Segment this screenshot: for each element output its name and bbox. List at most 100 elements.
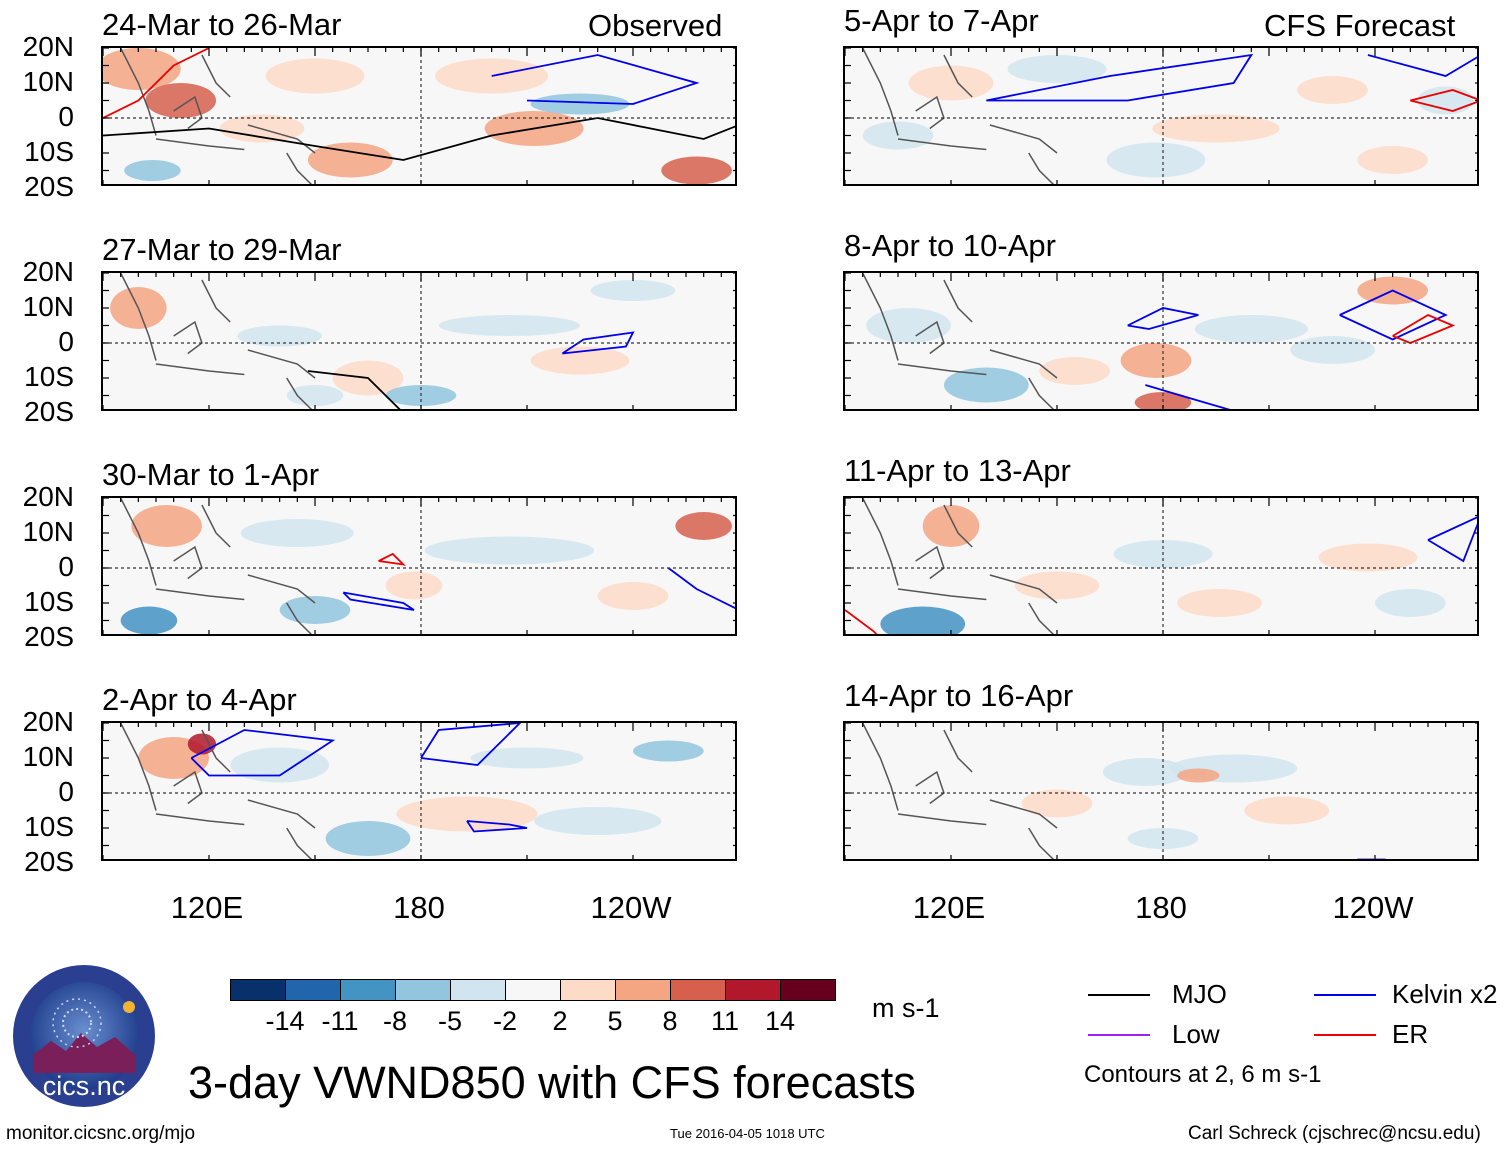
contour-line xyxy=(1339,289,1448,341)
coastline xyxy=(1028,827,1055,859)
anomaly-shade xyxy=(633,740,704,762)
contour-line xyxy=(466,820,528,833)
anomaly-shade xyxy=(131,505,202,547)
logo-text: cics.nc xyxy=(43,1071,126,1101)
contour-line xyxy=(1410,89,1477,112)
footer-author: Carl Schreck (cjschrec@ncsu.edu) xyxy=(1188,1123,1481,1144)
y-tick-label: 0 xyxy=(58,101,74,132)
legend-mjo-label: MJO xyxy=(1172,979,1227,1009)
contour-line xyxy=(561,331,635,355)
coastline xyxy=(1028,152,1055,184)
y-tick-label: 10N xyxy=(22,516,74,547)
colorbar-label: -8 xyxy=(382,1006,407,1036)
panel-plot xyxy=(845,498,1477,634)
panel-fc-4 xyxy=(843,721,1479,861)
legend-low-label: Low xyxy=(1172,1019,1220,1049)
contour-line xyxy=(307,370,401,409)
y-tick-label: 20N xyxy=(22,31,74,62)
coastline xyxy=(155,588,245,601)
coastline xyxy=(286,827,313,859)
anomaly-shade xyxy=(325,821,411,856)
anomaly-shade xyxy=(1021,789,1093,818)
coastline xyxy=(915,95,945,130)
x-tick-120w-right: 120W xyxy=(1332,890,1414,925)
panel-title-obs-2: 27-Mar to 29-Mar xyxy=(102,232,342,267)
contour-line xyxy=(1127,307,1199,330)
coastline xyxy=(247,124,316,154)
anomaly-shade xyxy=(438,315,580,336)
panel-title-obs-4: 2-Apr to 4-Apr xyxy=(102,682,297,717)
coastline xyxy=(173,770,203,805)
anomaly-shade xyxy=(530,346,630,375)
anomaly-shade xyxy=(279,596,351,624)
y-tick-label: 10N xyxy=(22,66,74,97)
footer-url[interactable]: monitor.cicsnc.org/mjo xyxy=(6,1123,196,1144)
contour-line xyxy=(420,723,522,766)
coastline xyxy=(1028,377,1055,409)
legend-kelvin-line xyxy=(1314,994,1376,996)
colorbar-unit: m s-1 xyxy=(872,993,940,1023)
anomaly-shade xyxy=(590,280,676,301)
y-tick-label: 0 xyxy=(58,776,74,807)
y-tick-label: 0 xyxy=(58,326,74,357)
panel-plot xyxy=(845,48,1477,184)
panel-fc-1 xyxy=(843,46,1479,186)
y-tick-label: 10N xyxy=(22,741,74,772)
coastline xyxy=(173,320,203,355)
y-tick-label: 20S xyxy=(24,846,74,877)
panel-obs-3 xyxy=(101,496,737,636)
observed-label: Observed xyxy=(588,8,723,43)
coastline xyxy=(119,498,157,586)
anomaly-shade xyxy=(1318,543,1418,572)
coastline xyxy=(897,138,987,151)
anomaly-shade xyxy=(124,160,181,181)
x-tick-120e-left: 120E xyxy=(170,890,244,925)
coastline xyxy=(119,273,157,361)
anomaly-shade xyxy=(470,747,584,769)
y-tick-label: 10S xyxy=(24,361,74,392)
anomaly-shade xyxy=(1194,315,1308,343)
coastline xyxy=(943,504,973,548)
coastline xyxy=(861,48,899,136)
anomaly-shade xyxy=(103,48,181,90)
coastline xyxy=(201,279,231,323)
anomaly-shade xyxy=(1102,758,1188,786)
main-title: 3-day VWND850 with CFS forecasts xyxy=(188,1057,916,1108)
anomaly-shade xyxy=(237,325,323,347)
coastline xyxy=(943,54,973,98)
colorbar-label: -11 xyxy=(321,1006,359,1036)
coastline xyxy=(286,152,313,184)
y-tick-label: 10S xyxy=(24,586,74,617)
anomaly-shade xyxy=(880,606,966,634)
panel-plot xyxy=(845,723,1477,859)
panel-obs-2 xyxy=(101,271,737,411)
coastline xyxy=(943,279,973,323)
coastline xyxy=(897,363,987,376)
y-tick-label: 10S xyxy=(24,811,74,842)
coastline xyxy=(247,799,316,829)
coastline xyxy=(201,729,231,773)
coastline xyxy=(155,138,245,151)
anomaly-shade xyxy=(385,571,443,600)
panel-title-obs-3: 30-Mar to 1-Apr xyxy=(102,457,320,492)
coastline xyxy=(861,498,899,586)
anomaly-shade xyxy=(1244,796,1330,825)
panel-title-fc-1: 5-Apr to 7-Apr xyxy=(844,3,1039,38)
x-tick-120w-left: 120W xyxy=(590,890,672,925)
cics-logo: cics.nc xyxy=(11,963,157,1109)
y-tick-label: 10S xyxy=(24,136,74,167)
footer-timestamp: Tue 2016-04-05 1018 UTC xyxy=(670,1126,825,1141)
anomaly-shade xyxy=(1375,589,1446,617)
coastline xyxy=(897,813,987,826)
anomaly-shade xyxy=(1007,55,1107,83)
anomaly-shade xyxy=(187,733,217,755)
anomaly-shade xyxy=(1417,86,1474,115)
colorbar-swatch xyxy=(780,979,836,1001)
legend-mjo-line xyxy=(1088,994,1150,996)
anomaly-shade xyxy=(265,58,365,94)
anomaly-shade xyxy=(530,93,630,115)
colorbar-swatch xyxy=(230,979,286,1001)
panel-plot xyxy=(103,723,735,859)
coastline xyxy=(989,124,1058,154)
panel-plot xyxy=(845,273,1477,409)
